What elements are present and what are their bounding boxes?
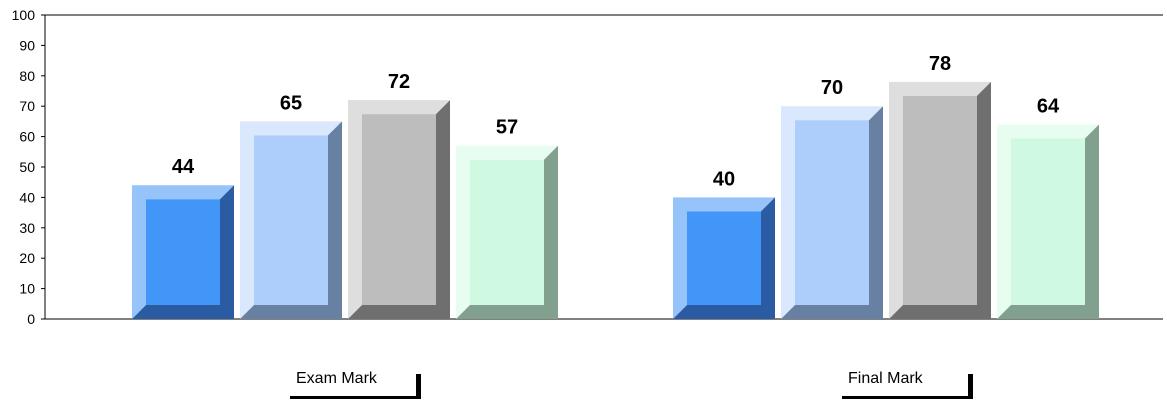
bar-data-label: 44 xyxy=(172,156,195,178)
bar-bevel-dark xyxy=(348,100,450,320)
y-tick-label: 70 xyxy=(19,98,35,114)
data-labels: 44 65 72 57 40 70 78 64 xyxy=(172,53,1060,191)
bar-bevel-dark xyxy=(673,197,775,319)
bar-bevel-dark xyxy=(132,185,234,319)
bar-bevel-light xyxy=(997,124,1099,319)
bar-front xyxy=(903,95,977,305)
bar xyxy=(673,197,775,319)
bar xyxy=(456,145,558,319)
bar xyxy=(781,106,883,319)
bar-bevel-light xyxy=(781,106,883,319)
y-tick-label: 50 xyxy=(19,159,35,175)
bar-front xyxy=(362,114,436,306)
bar-bevel-dark xyxy=(240,121,342,320)
bar-bevel-light xyxy=(348,100,450,320)
y-tick-label: 60 xyxy=(19,129,35,145)
bar-bevel-dark xyxy=(997,124,1099,319)
y-tick-label: 40 xyxy=(19,189,35,205)
y-tick-label: 10 xyxy=(19,281,35,297)
bar-bevel-dark xyxy=(781,106,883,319)
y-tick-label: 20 xyxy=(19,250,35,266)
bar-data-label: 78 xyxy=(929,53,951,75)
bar-data-label: 64 xyxy=(1037,95,1060,117)
category-label-shadow-bottom xyxy=(842,396,973,399)
bar xyxy=(240,121,342,320)
bar-data-label: 57 xyxy=(496,117,518,139)
bars xyxy=(132,81,1099,320)
bar xyxy=(132,185,234,319)
bar-data-label: 70 xyxy=(821,77,843,99)
bar xyxy=(997,124,1099,319)
bar xyxy=(348,100,450,320)
category-label: Exam Mark xyxy=(296,370,377,387)
bar-data-label: 40 xyxy=(713,168,735,190)
y-tick-label: 90 xyxy=(19,37,35,53)
category-label-shadow-right xyxy=(416,374,421,398)
y-tick-label: 30 xyxy=(19,220,35,236)
category-label-shadow-right xyxy=(968,374,973,398)
y-tick-label: 100 xyxy=(12,7,36,23)
bar-front xyxy=(795,120,869,305)
bar-bevel-light xyxy=(240,121,342,320)
bar-front xyxy=(687,211,761,305)
bar-bevel-light xyxy=(132,185,234,319)
bar-bevel-light xyxy=(673,197,775,319)
bar-bevel-light xyxy=(889,81,991,319)
bar-front xyxy=(470,159,544,305)
category-label: Final Mark xyxy=(848,370,923,387)
bar xyxy=(889,81,991,319)
bar-bevel-dark xyxy=(889,81,991,319)
bar-front xyxy=(146,199,220,305)
y-tick-label: 0 xyxy=(27,311,35,327)
bar-bevel-light xyxy=(456,145,558,319)
bar-front xyxy=(1011,138,1085,305)
bar-bevel-dark xyxy=(456,145,558,319)
bar-data-label: 72 xyxy=(388,71,410,93)
category-label-shadow-bottom xyxy=(290,396,421,399)
bar-data-label: 65 xyxy=(280,92,302,114)
y-tick-label: 80 xyxy=(19,68,35,84)
bar-front xyxy=(254,135,328,305)
